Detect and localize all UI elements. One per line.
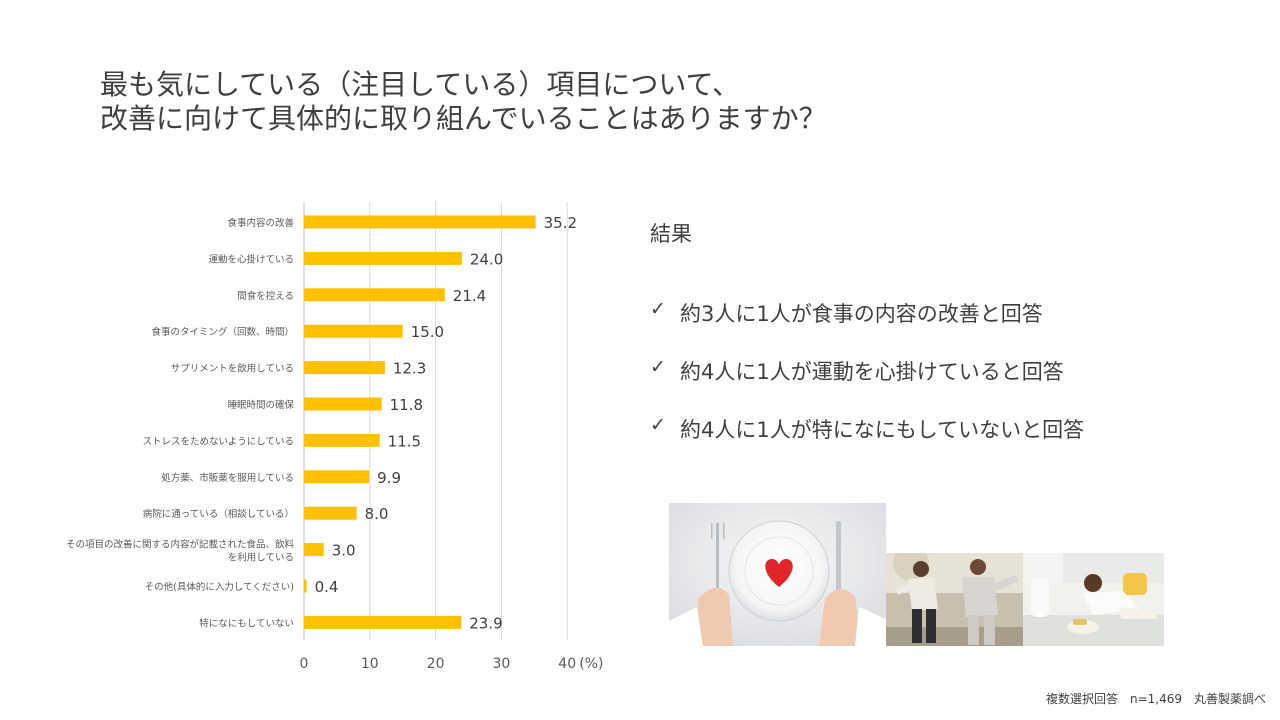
bar	[304, 433, 380, 447]
results-list: ✓ 約3人に1人が食事の内容の改善と回答 ✓ 約4人に1人が運動を心掛けていると…	[650, 298, 1250, 472]
result-item: ✓ 約3人に1人が食事の内容の改善と回答	[650, 298, 1250, 356]
category-label: サプリメントを飲用している	[171, 363, 294, 375]
result-text: 約3人に1人が食事の内容の改善と回答	[680, 302, 1043, 326]
x-tick-label: 40	[558, 656, 576, 672]
bar	[304, 324, 403, 338]
result-text: 約4人に1人が運動を心掛けていると回答	[680, 360, 1064, 384]
page-title: 最も気にしている（注目している）項目について、 改善に向けて具体的に取り組んでい…	[100, 68, 1200, 136]
survey-footnote: 複数選択回答 n=1,469 丸善製薬調べ	[1045, 692, 1266, 706]
data-label: 0.4	[315, 578, 339, 596]
category-label: 食事内容の改善	[227, 217, 294, 229]
x-tick-label: 30	[492, 656, 510, 672]
data-label: 23.9	[469, 614, 502, 632]
checkmark-icon: ✓	[650, 414, 666, 436]
data-label: 12.3	[393, 360, 426, 378]
category-label: 病院に通っている（相談している）	[143, 508, 294, 520]
data-label: 35.2	[544, 214, 577, 232]
category-label: 運動を心掛けている	[208, 253, 294, 265]
result-text: 約4人に1人が特になにもしていないと回答	[680, 418, 1085, 442]
data-label: 3.0	[332, 542, 356, 560]
data-label: 21.4	[453, 287, 486, 305]
results-panel: 結果 ✓ 約3人に1人が食事の内容の改善と回答 ✓ 約4人に1人が運動を心掛けて…	[650, 218, 1250, 472]
data-label: 9.9	[377, 469, 401, 487]
data-label: 11.5	[388, 432, 421, 450]
bar	[304, 615, 462, 629]
category-label: 処方薬、市販薬を服用している	[161, 472, 294, 484]
bar	[304, 251, 462, 265]
bar	[304, 288, 445, 302]
page-title-line-1: 最も気にしている（注目している）項目について、	[100, 68, 741, 101]
bar	[304, 361, 385, 375]
results-heading: 結果	[650, 222, 692, 246]
result-item: ✓ 約4人に1人が特になにもしていないと回答	[650, 414, 1250, 472]
checkmark-icon: ✓	[650, 298, 666, 320]
exercise-photo	[886, 553, 1023, 646]
x-tick-label: 0	[300, 656, 309, 672]
bar	[304, 470, 370, 484]
horizontal-bar-chart: 0 10 20 30 40 (%) 35.2 食事内容の改善 24.0 運動を心掛けている 21.4…	[66, 202, 603, 672]
data-label: 11.8	[390, 396, 423, 414]
category-label: 間食を控える	[237, 290, 294, 302]
category-label: ストレスをためないようにしている	[142, 436, 294, 447]
data-label: 15.0	[411, 323, 444, 341]
x-unit-label: (%)	[579, 656, 603, 672]
x-tick-label: 10	[361, 656, 379, 672]
data-label: 24.0	[470, 250, 503, 268]
data-label: 8.0	[365, 505, 389, 523]
category-label: 特になにもしていない	[199, 617, 294, 629]
relaxing-photo	[1023, 553, 1164, 646]
category-label: その項目の改善に関する内容が記載された食品、飲料を利用している	[66, 539, 295, 564]
bar	[304, 543, 324, 557]
category-label: 睡眠時間の確保	[227, 399, 294, 411]
category-label: 食事のタイミング（回数、時間）	[151, 326, 294, 338]
bar	[304, 215, 536, 229]
bar	[304, 397, 382, 411]
plate-heart-photo	[669, 503, 886, 646]
result-item: ✓ 約4人に1人が運動を心掛けていると回答	[650, 356, 1250, 414]
checkmark-icon: ✓	[650, 356, 666, 378]
bar	[304, 579, 307, 593]
page-title-line-2: 改善に向けて具体的に取り組んでいることはありますか？	[100, 102, 827, 135]
bar	[304, 506, 357, 520]
category-label: その他(具体的に入力してください)	[145, 581, 294, 593]
x-tick-label: 20	[427, 656, 445, 672]
